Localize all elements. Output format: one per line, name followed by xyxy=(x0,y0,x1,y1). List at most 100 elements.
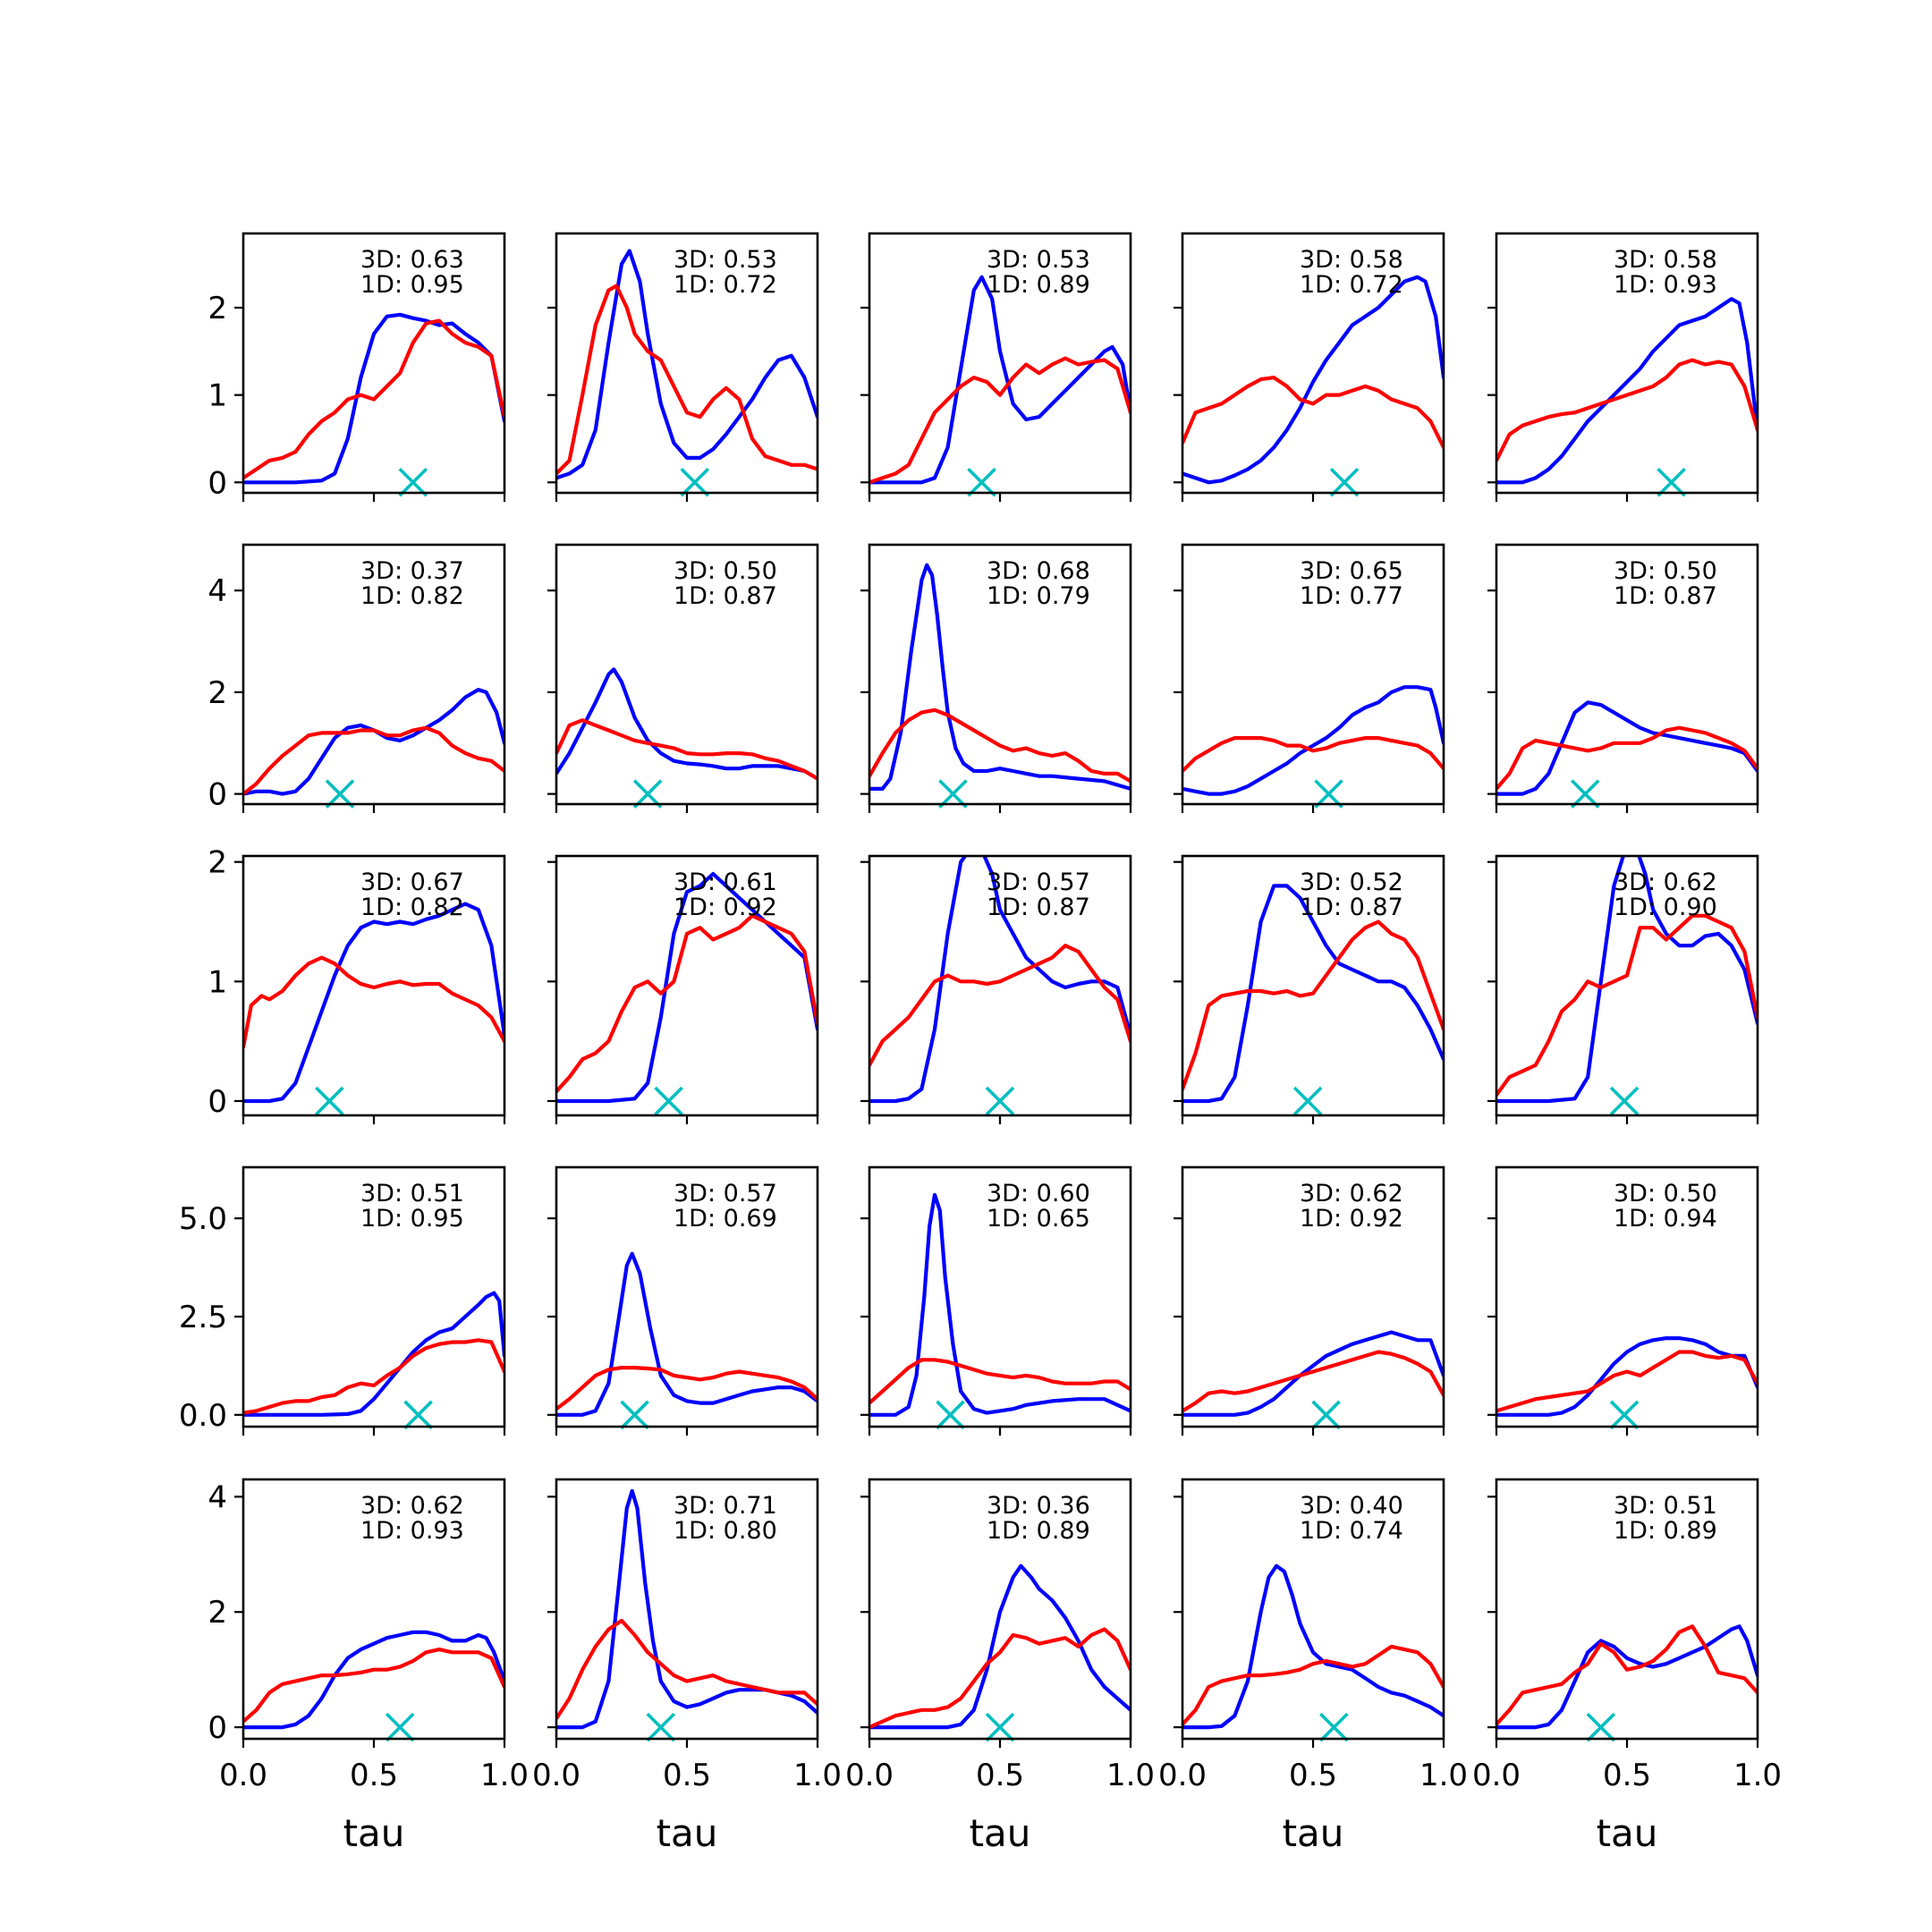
x-axis-label: tau xyxy=(343,1811,405,1855)
series-line-red xyxy=(1182,1350,1444,1413)
series-line-blue xyxy=(1496,1336,1758,1417)
score-1d-label: 1D: 0.87 xyxy=(1614,582,1717,610)
series-line-red xyxy=(243,955,504,1049)
series-line-blue xyxy=(1496,700,1758,796)
score-3d-label: 3D: 0.36 xyxy=(987,1492,1090,1520)
score-3d-label: 3D: 0.71 xyxy=(674,1492,777,1520)
score-3d-label: 3D: 0.53 xyxy=(987,246,1090,274)
x-tick-label: 1.0 xyxy=(793,1758,842,1793)
series-line-red xyxy=(556,913,818,1094)
y-tick-label: 4 xyxy=(208,573,227,609)
x-marker xyxy=(680,468,710,497)
score-3d-label: 3D: 0.57 xyxy=(674,1180,777,1208)
x-marker xyxy=(315,1086,344,1116)
x-marker xyxy=(1319,1712,1349,1742)
series-line-blue xyxy=(869,856,1131,1104)
x-marker xyxy=(985,1712,1015,1742)
series-line-blue xyxy=(1496,1624,1758,1730)
x-tick-label: 0.0 xyxy=(1472,1758,1521,1793)
x-tick-label: 0.5 xyxy=(1603,1758,1651,1793)
score-1d-label: 1D: 0.69 xyxy=(674,1205,777,1233)
score-1d-label: 1D: 0.93 xyxy=(1614,271,1717,299)
y-tick-label: 2 xyxy=(208,1595,227,1631)
x-marker xyxy=(1609,1400,1640,1430)
series-line-blue xyxy=(243,1630,504,1730)
score-3d-label: 3D: 0.62 xyxy=(360,1492,464,1520)
series-line-red xyxy=(243,1338,504,1415)
score-3d-label: 3D: 0.50 xyxy=(674,557,777,585)
y-tick-label: 2 xyxy=(208,291,227,326)
x-axis-label: tau xyxy=(1597,1811,1658,1855)
score-1d-label: 1D: 0.72 xyxy=(1300,271,1403,299)
x-marker xyxy=(646,1712,676,1742)
score-1d-label: 1D: 0.80 xyxy=(674,1517,777,1545)
score-3d-label: 3D: 0.60 xyxy=(987,1180,1090,1208)
score-3d-label: 3D: 0.58 xyxy=(1614,246,1717,274)
x-tick-label: 1.0 xyxy=(1419,1758,1468,1793)
score-1d-label: 1D: 0.82 xyxy=(360,894,464,921)
y-tick-label: 2 xyxy=(208,675,227,711)
score-3d-label: 3D: 0.51 xyxy=(1614,1492,1717,1520)
score-3d-label: 3D: 0.68 xyxy=(987,557,1090,585)
x-tick-label: 1.0 xyxy=(1733,1758,1782,1793)
score-1d-label: 1D: 0.92 xyxy=(1300,1205,1403,1233)
x-marker xyxy=(936,1400,965,1430)
series-line-blue xyxy=(556,1251,818,1417)
x-marker xyxy=(385,1712,415,1742)
series-line-blue xyxy=(556,249,818,480)
x-tick-label: 1.0 xyxy=(480,1758,529,1793)
score-3d-label: 3D: 0.62 xyxy=(1614,869,1717,896)
x-tick-label: 0.5 xyxy=(663,1758,711,1793)
series-line-red xyxy=(556,1366,818,1411)
score-1d-label: 1D: 0.79 xyxy=(987,582,1090,610)
x-tick-label: 0.0 xyxy=(845,1758,894,1793)
y-tick-label: 0 xyxy=(208,465,227,501)
series-line-red xyxy=(243,318,504,480)
x-tick-label: 1.0 xyxy=(1106,1758,1155,1793)
score-3d-label: 3D: 0.62 xyxy=(1300,1180,1403,1208)
score-1d-label: 1D: 0.94 xyxy=(1614,1205,1717,1233)
x-marker xyxy=(620,1400,649,1430)
series-line-red xyxy=(869,1358,1131,1405)
x-tick-label: 0.0 xyxy=(1158,1758,1207,1793)
x-marker xyxy=(403,1400,433,1430)
series-line-blue xyxy=(1182,1330,1444,1417)
score-1d-label: 1D: 0.65 xyxy=(987,1205,1090,1233)
series-line-red xyxy=(243,1648,504,1724)
series-line-blue xyxy=(869,1563,1131,1730)
series-line-red xyxy=(243,725,504,796)
series-line-red xyxy=(869,944,1131,1067)
score-3d-label: 3D: 0.51 xyxy=(360,1180,464,1208)
score-3d-label: 3D: 0.63 xyxy=(360,246,464,274)
score-1d-label: 1D: 0.72 xyxy=(674,271,777,299)
series-line-blue xyxy=(1182,275,1444,485)
score-1d-label: 1D: 0.87 xyxy=(674,582,777,610)
x-axis-label: tau xyxy=(970,1811,1031,1855)
x-marker xyxy=(938,779,968,809)
series-line-red xyxy=(869,708,1131,784)
x-marker xyxy=(654,1086,683,1116)
score-3d-label: 3D: 0.58 xyxy=(1300,246,1403,274)
series-line-red xyxy=(1182,376,1444,450)
series-line-red xyxy=(1182,1644,1444,1726)
score-1d-label: 1D: 0.93 xyxy=(360,1517,464,1545)
x-marker xyxy=(985,1086,1015,1116)
score-3d-label: 3D: 0.53 xyxy=(674,246,777,274)
series-line-red xyxy=(556,718,818,781)
x-marker xyxy=(1311,1400,1341,1430)
series-line-red xyxy=(1182,736,1444,774)
